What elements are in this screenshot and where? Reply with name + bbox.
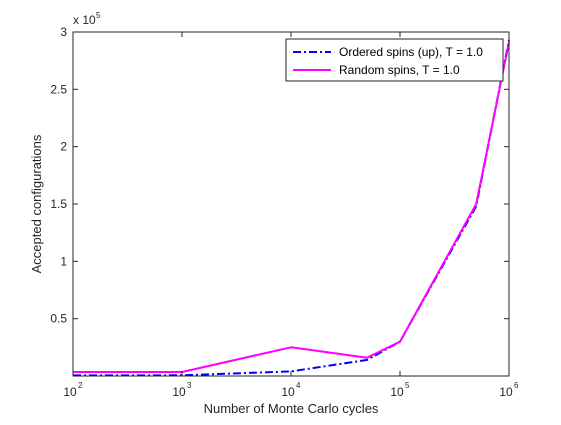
x-tick-label: 10 xyxy=(63,385,77,399)
x-tick-exponent: 6 xyxy=(514,381,519,390)
x-tick-exponent: 4 xyxy=(296,381,301,390)
y-axis-title: Accepted configurations xyxy=(29,134,44,273)
x-tick-label: 10 xyxy=(281,385,295,399)
x-tick-label: 10 xyxy=(499,385,513,399)
legend-label-random-spins: Random spins, T = 1.0 xyxy=(339,63,460,77)
x-tick-exponent: 3 xyxy=(187,381,192,390)
plot-area xyxy=(73,32,509,376)
x-tick-label: 10 xyxy=(390,385,404,399)
x-tick-exponent: 5 xyxy=(405,381,410,390)
legend: Ordered spins (up), T = 1.0 Random spins… xyxy=(285,38,504,82)
y-tick-label: 0.5 xyxy=(50,312,67,326)
y-tick-label: 2 xyxy=(60,140,67,154)
y-tick-label: 3 xyxy=(60,25,67,39)
y-tick-label: 1 xyxy=(60,254,67,268)
legend-box xyxy=(285,38,504,82)
x-tick-label: 10 xyxy=(172,385,186,399)
y-tick-label: 1.5 xyxy=(50,197,67,211)
axis-ticks: 10 2 10 3 10 4 10 5 10 60.511.522.53 xyxy=(50,25,519,399)
legend-label-ordered-spins: Ordered spins (up), T = 1.0 xyxy=(339,45,483,59)
y-multiplier-label: x 10 xyxy=(73,13,96,27)
y-multiplier-exponent: 5 xyxy=(96,11,101,20)
x-axis-title: Number of Monte Carlo cycles xyxy=(204,401,379,416)
ordered-spins-line xyxy=(72,39,510,377)
y-tick-label: 2.5 xyxy=(50,82,67,96)
x-tick-exponent: 2 xyxy=(78,381,83,390)
